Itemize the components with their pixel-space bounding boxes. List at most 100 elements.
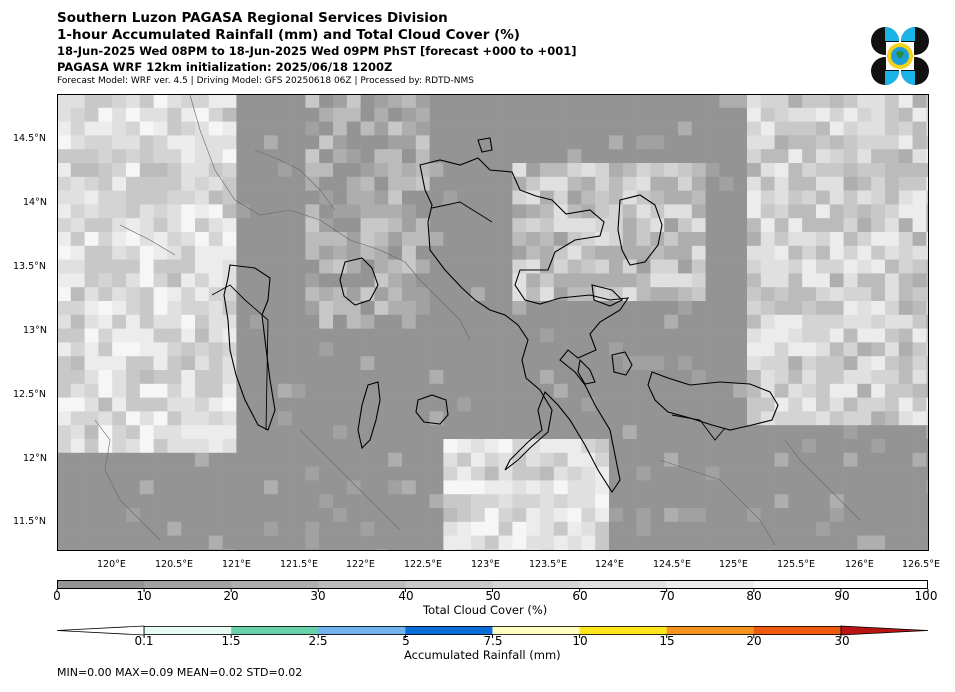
cloud-cell [84,107,99,122]
cloud-cell [857,411,872,426]
cloud-tick: 100 [914,589,938,603]
cloud-cell [526,397,541,412]
cloud-cell [512,480,527,495]
cloud-cell [705,176,720,191]
cloud-cell [195,121,210,136]
cloud-cell [774,163,789,178]
cloud-cell [333,397,348,412]
cloud-cell [388,370,403,385]
cloud-cell [816,466,831,481]
cloud-cell [553,218,568,233]
cloud-cell [843,452,858,467]
cloud-cell [802,328,817,343]
cloud-cell [360,245,375,260]
cloud-cell [208,439,223,454]
cloud-cell [167,439,182,454]
cloud-colorbar-segment [144,580,232,589]
cloud-cell [912,466,927,481]
cloud-cell [388,107,403,122]
cloud-cell [153,521,168,536]
cloud-cell [567,521,582,536]
cloud-cell [139,370,154,385]
cloud-cell [719,439,734,454]
cloud-cell [457,287,472,302]
coastlines [223,137,779,494]
cloud-cell [540,439,555,454]
cloud-cell [526,218,541,233]
cloud-cell [691,190,706,205]
cloud-cell [664,273,679,288]
cloud-cell [415,370,430,385]
cloud-cell [70,107,85,122]
cloud-cell [581,439,596,454]
cloud-cell [208,328,223,343]
cloud-cell [829,494,844,509]
cloud-cell [705,356,720,371]
cloud-cell [457,273,472,288]
cloud-cell [595,176,610,191]
cloud-cell [415,342,430,357]
cloud-cell [305,425,320,440]
cloud-cell [70,287,85,302]
cloud-cell [167,342,182,357]
cloud-tick: 30 [310,589,326,603]
cloud-cell [471,356,486,371]
cloud-cell [236,94,251,109]
cloud-cell [208,149,223,164]
cloud-cell [678,521,693,536]
cloud-cell [291,301,306,316]
cloud-cell [705,190,720,205]
cloud-cell [540,287,555,302]
cloud-cell [705,204,720,219]
cloud-cell [57,232,72,247]
cloud-cell [898,466,913,481]
cloud-cell [512,301,527,316]
cloud-cell [374,411,389,426]
cloud-cell [471,480,486,495]
cloud-cell [498,314,513,329]
cloud-cell [512,121,527,136]
cloud-cell [277,135,292,150]
cloud-cell [733,94,748,109]
cloud-cell [208,121,223,136]
cloud-cell [760,342,775,357]
cloud-cell [595,107,610,122]
cloud-cell [126,383,141,398]
cloud-cell [167,383,182,398]
cloud-cell [208,287,223,302]
cloud-cell [139,466,154,481]
cloud-tick: 0 [53,589,61,603]
cloud-cell [595,204,610,219]
cloud-cell [346,535,361,550]
cloud-cell [112,439,127,454]
cloud-cell [512,411,527,426]
cloud-cell [678,287,693,302]
cloud-cell [84,135,99,150]
cloud-cell [264,466,279,481]
rain-colorbar-high-extension [840,625,929,636]
cloud-cell [305,121,320,136]
cloud-cell [609,259,624,274]
cloud-cell [691,314,706,329]
cloud-cell [788,94,803,109]
cloud-cell [167,204,182,219]
lon-tick-label: 123.5°E [529,559,567,570]
cloud-cell [512,466,527,481]
cloud-cell [802,135,817,150]
cloud-cell [885,370,900,385]
cloud-cell [788,494,803,509]
cloud-cell [457,204,472,219]
cloud-cell [898,204,913,219]
cloud-cell [816,287,831,302]
cloud-cell [802,383,817,398]
cloud-cell [788,259,803,274]
cloud-cell [70,259,85,274]
cloud-cell [926,176,929,191]
cloud-cell [774,521,789,536]
cloud-cell [926,287,929,302]
cloud-cell [264,135,279,150]
cloud-cell [167,521,182,536]
cloud-cell [636,232,651,247]
cloud-cell [222,314,237,329]
cloud-cell [70,356,85,371]
